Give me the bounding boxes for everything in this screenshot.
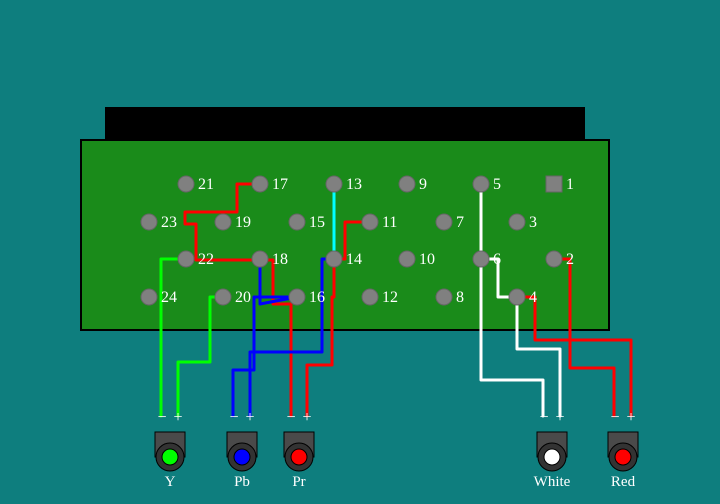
pin-5	[473, 176, 489, 192]
plus-sign: +	[302, 409, 311, 426]
plus-sign: +	[173, 409, 182, 426]
pin-22	[178, 251, 194, 267]
connector-center	[291, 449, 307, 465]
pin-label-15: 15	[309, 214, 325, 231]
minus-sign: −	[610, 409, 619, 426]
pin-13	[326, 176, 342, 192]
pin-label-2: 2	[566, 251, 574, 268]
pin-9	[399, 176, 415, 192]
connector-center	[544, 449, 560, 465]
pin-6	[473, 251, 489, 267]
pin-7	[436, 214, 452, 230]
pin-label-18: 18	[272, 251, 288, 268]
connector-label: White	[534, 474, 571, 490]
minus-sign: −	[286, 409, 295, 426]
pin-label-17: 17	[272, 176, 288, 193]
pin-label-14: 14	[346, 251, 362, 268]
pin-11	[362, 214, 378, 230]
pin-label-23: 23	[161, 214, 177, 231]
pin-label-9: 9	[419, 176, 427, 193]
plus-sign: +	[245, 409, 254, 426]
pin-1	[546, 176, 562, 192]
pin-4	[509, 289, 525, 305]
pin-10	[399, 251, 415, 267]
pin-label-3: 3	[529, 214, 537, 231]
connector-center	[162, 449, 178, 465]
pin-label-20: 20	[235, 289, 251, 306]
pin-label-21: 21	[198, 176, 214, 193]
pin-label-16: 16	[309, 289, 325, 306]
pin-8	[436, 289, 452, 305]
pin-16	[289, 289, 305, 305]
pin-17	[252, 176, 268, 192]
pin-19	[215, 214, 231, 230]
connector-center	[234, 449, 250, 465]
black-bar	[105, 107, 585, 140]
minus-sign: −	[229, 409, 238, 426]
pin-12	[362, 289, 378, 305]
pin-label-1: 1	[566, 176, 574, 193]
pin-label-6: 6	[493, 251, 501, 268]
pin-label-10: 10	[419, 251, 435, 268]
connector-center	[615, 449, 631, 465]
plus-sign: +	[555, 409, 564, 426]
minus-sign: −	[157, 409, 166, 426]
connector-label: Pr	[292, 474, 305, 490]
minus-sign: −	[539, 409, 548, 426]
connector-label: Pb	[234, 474, 250, 490]
pcb-wiring-diagram: 159131721371115192326101418224812162024−…	[0, 0, 720, 504]
pin-label-4: 4	[529, 289, 537, 306]
pin-15	[289, 214, 305, 230]
pin-label-24: 24	[161, 289, 177, 306]
pin-23	[141, 214, 157, 230]
pin-label-5: 5	[493, 176, 501, 193]
pin-label-7: 7	[456, 214, 464, 231]
pin-20	[215, 289, 231, 305]
connector-label: Y	[165, 474, 176, 490]
pin-2	[546, 251, 562, 267]
pin-24	[141, 289, 157, 305]
pin-14	[326, 251, 342, 267]
connector-label: Red	[611, 474, 636, 490]
pin-3	[509, 214, 525, 230]
pin-label-8: 8	[456, 289, 464, 306]
pin-label-11: 11	[382, 214, 397, 231]
plus-sign: +	[626, 409, 635, 426]
pin-21	[178, 176, 194, 192]
pin-label-22: 22	[198, 251, 214, 268]
pin-label-13: 13	[346, 176, 362, 193]
pin-label-12: 12	[382, 289, 398, 306]
pin-18	[252, 251, 268, 267]
pin-label-19: 19	[235, 214, 251, 231]
